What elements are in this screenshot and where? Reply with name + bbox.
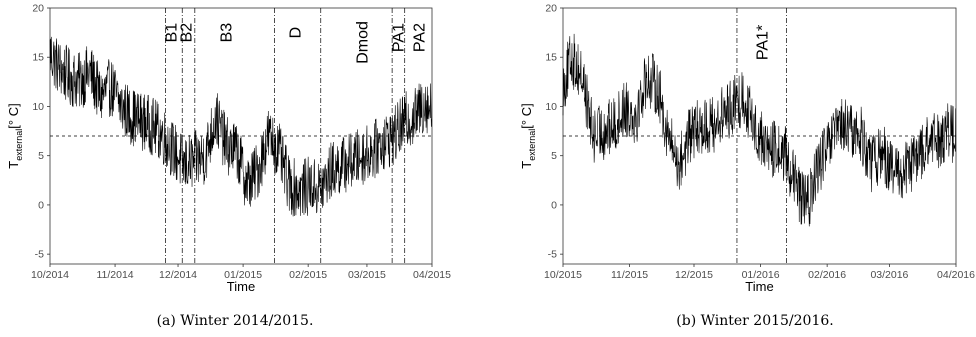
x-tick-label: 03/2015 xyxy=(348,269,386,281)
y-tick-label: 0 xyxy=(38,199,44,211)
x-tick-label: 01/2015 xyxy=(224,269,262,281)
y-tick-label: -5 xyxy=(35,249,44,261)
y-tick-label: 5 xyxy=(38,150,44,162)
caption-b: (b) Winter 2015/2016. xyxy=(676,313,833,329)
y-axis-label: Texternal[° C] xyxy=(6,103,24,168)
region-label: PA1 xyxy=(390,23,407,52)
chart-panel-a: -5 0 5 10 15 20 10/2014 11/2014 12/2014 01/2015 02… xyxy=(6,3,451,295)
region-label: PA2 xyxy=(411,23,428,52)
x-tick-label: 12/2015 xyxy=(675,269,713,281)
region-label: B1 xyxy=(164,23,181,43)
x-tick-label: 02/2016 xyxy=(808,269,846,281)
y-tick-label: -5 xyxy=(548,249,557,261)
x-tick-label: 11/2015 xyxy=(611,269,648,281)
y-tick-label: 5 xyxy=(551,150,557,162)
y-axis-label: Texternal[° C] xyxy=(519,103,537,168)
x-tick-label: 02/2015 xyxy=(289,269,327,281)
region-label: B2 xyxy=(178,23,195,43)
x-tick-label: 04/2015 xyxy=(413,269,451,281)
y-tick-label: 15 xyxy=(545,52,557,64)
chart-panel-b: -5 0 5 10 15 20 10/2015 11/2015 12/2015 01/2016 02… xyxy=(519,3,975,295)
y-tick-label: 10 xyxy=(545,101,557,113)
temperature-series-line xyxy=(562,33,956,227)
region-label: PA1* xyxy=(755,25,772,60)
x-tick-label: 04/2016 xyxy=(937,269,975,281)
region-label: D xyxy=(288,27,305,39)
y-tick-label: 20 xyxy=(545,3,557,15)
caption-a: (a) Winter 2014/2015. xyxy=(157,313,314,329)
x-tick-label: 03/2016 xyxy=(870,269,908,281)
y-tick-label: 0 xyxy=(551,199,557,211)
x-tick-label: 10/2014 xyxy=(31,269,69,281)
x-tick-label: 01/2016 xyxy=(742,269,780,281)
temperature-series-line xyxy=(49,36,432,217)
x-tick-label: 10/2015 xyxy=(544,269,582,281)
y-tick-label: 10 xyxy=(32,101,44,113)
region-label: Dmod xyxy=(355,21,372,64)
x-axis-label: Time xyxy=(745,279,773,294)
region-label: B3 xyxy=(218,23,235,43)
x-axis-label: Time xyxy=(227,279,255,294)
y-tick-label: 15 xyxy=(32,52,44,64)
x-tick-label: 12/2014 xyxy=(159,269,197,281)
x-tick-label: 11/2014 xyxy=(96,269,133,281)
y-tick-label: 20 xyxy=(32,3,44,15)
